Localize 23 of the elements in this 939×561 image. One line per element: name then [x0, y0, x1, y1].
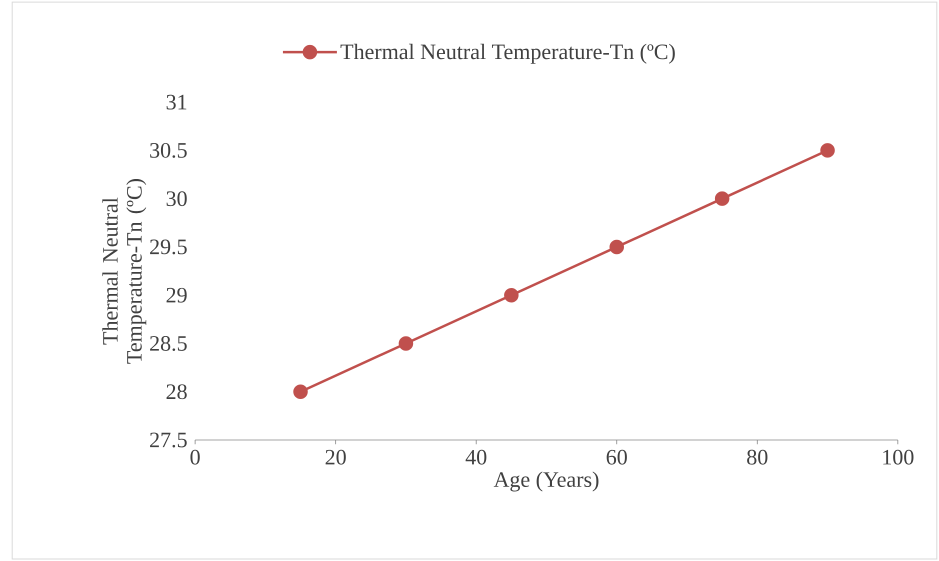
y-tick-label: 30.5 [150, 142, 187, 158]
point [820, 143, 835, 158]
y-tick-label: 28 [166, 384, 187, 400]
y-tick-label: 31 [166, 94, 186, 110]
x-tick-label: 80 [747, 450, 768, 465]
point [609, 240, 624, 254]
x-tick-label: 60 [606, 450, 627, 465]
x-axis-title: Age (Years) [494, 471, 598, 492]
x-tick-label: 100 [883, 450, 914, 465]
x-tick-label: 40 [466, 450, 486, 465]
y-tick-label: 29.5 [150, 239, 187, 254]
x-tick-label: 0 [190, 450, 200, 465]
point [714, 191, 730, 206]
y-tick-label: 28.5 [150, 336, 187, 351]
y-tick-label: 27.5 [150, 432, 187, 448]
point [504, 288, 519, 302]
y-tick-label: 29 [166, 288, 187, 303]
legend-label: Thermal Neutral Temperature-Tn (ºC) [340, 44, 675, 64]
point [293, 384, 308, 399]
point [398, 336, 414, 351]
y-axis-title: Thermal Neutral Temperature-Tn (ºC) [102, 178, 146, 364]
x-tick-label: 20 [326, 450, 346, 465]
y-tick-label: 30 [166, 191, 187, 206]
